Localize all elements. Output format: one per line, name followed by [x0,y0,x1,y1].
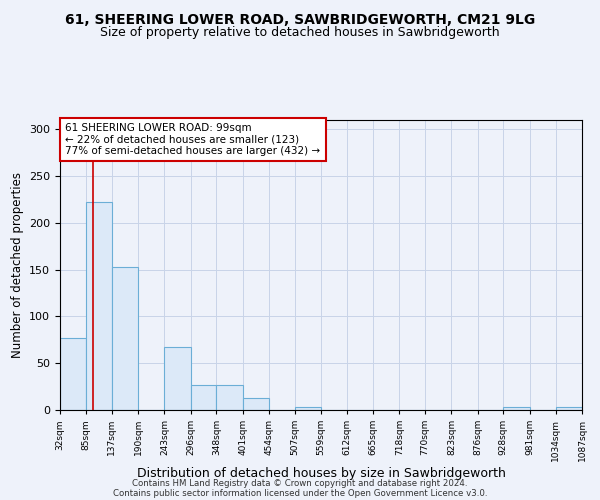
Bar [556,407,582,410]
Bar [164,348,191,410]
Bar [242,398,269,410]
Bar [191,384,217,410]
Text: Contains public sector information licensed under the Open Government Licence v3: Contains public sector information licen… [113,488,487,498]
Bar [112,267,138,410]
Text: Contains HM Land Registry data © Crown copyright and database right 2024.: Contains HM Land Registry data © Crown c… [132,478,468,488]
Bar [86,202,112,410]
Bar [295,407,321,410]
Text: 61, SHEERING LOWER ROAD, SAWBRIDGEWORTH, CM21 9LG: 61, SHEERING LOWER ROAD, SAWBRIDGEWORTH,… [65,12,535,26]
Bar [503,407,530,410]
Y-axis label: Number of detached properties: Number of detached properties [11,172,23,358]
Bar [217,384,242,410]
Bar [60,338,86,410]
Text: 61 SHEERING LOWER ROAD: 99sqm
← 22% of detached houses are smaller (123)
77% of : 61 SHEERING LOWER ROAD: 99sqm ← 22% of d… [65,123,320,156]
X-axis label: Distribution of detached houses by size in Sawbridgeworth: Distribution of detached houses by size … [137,466,505,479]
Text: Size of property relative to detached houses in Sawbridgeworth: Size of property relative to detached ho… [100,26,500,39]
